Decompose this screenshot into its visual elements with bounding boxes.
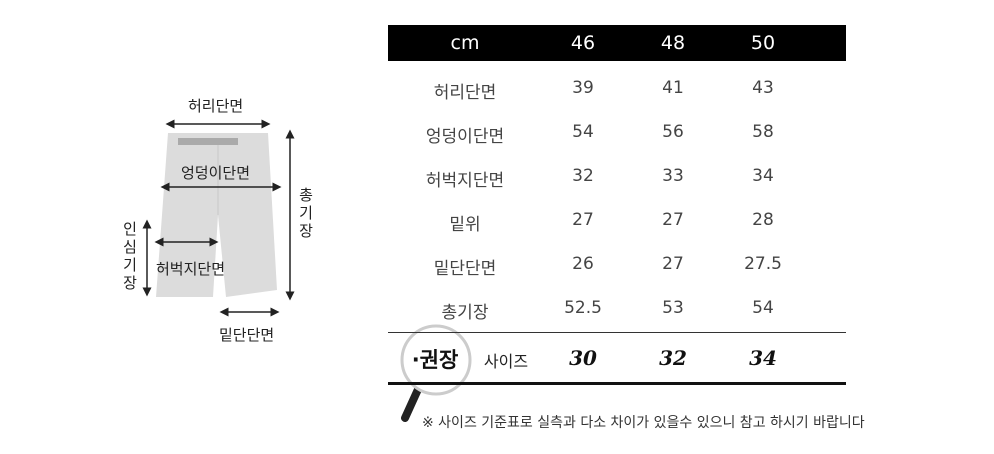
row-value: 56	[662, 122, 684, 142]
row-label: 허리단면	[433, 83, 497, 103]
header-size-48: 48	[660, 32, 686, 54]
row-value: 27	[662, 210, 684, 230]
row-label: 밑위	[449, 215, 481, 235]
inseam-label: 인심기장	[123, 220, 137, 292]
table-row: 총기장 52.5 53 54	[388, 298, 846, 328]
row-label: 엉덩이단면	[425, 127, 505, 147]
table-row: 허벅지단면 32 33 34	[388, 166, 846, 196]
table-row: 밑위 27 27 28	[388, 210, 846, 240]
table-row: 허리단면 39 41 43	[388, 78, 846, 108]
thigh-label: 허벅지단면	[156, 260, 226, 278]
header-size-46: 46	[570, 32, 596, 54]
table-bottom-rule	[388, 382, 846, 385]
recommended-label: 사이즈	[483, 352, 529, 371]
recommended-30: 30	[569, 346, 597, 370]
header-unit: cm	[450, 32, 480, 54]
recommended-badge: ·권장	[411, 348, 459, 372]
row-value: 27	[662, 254, 684, 274]
row-value: 39	[572, 78, 594, 98]
recommended-34: 34	[749, 346, 777, 370]
row-value: 43	[752, 78, 774, 98]
row-label: 총기장	[441, 303, 489, 323]
row-value: 34	[752, 166, 774, 186]
recommended-size-row: ·권장 사이즈 30 32 34	[388, 346, 846, 376]
shorts-shape	[156, 133, 277, 297]
row-value: 58	[752, 122, 774, 142]
table-row: 밑단단면 26 27 27.5	[388, 254, 846, 284]
row-label: 허벅지단면	[425, 171, 505, 191]
row-value: 54	[752, 298, 774, 318]
belt	[178, 138, 238, 145]
size-note: ※ 사이즈 기준표로 실측과 다소 차이가 있을수 있으니 참고 하시기 바랍니…	[422, 415, 865, 431]
hem-label: 밑단단면	[219, 326, 275, 344]
divider	[388, 332, 846, 333]
row-value: 27	[572, 210, 594, 230]
row-value: 52.5	[564, 298, 602, 318]
waist-label: 허리단면	[188, 97, 244, 115]
row-value: 32	[572, 166, 594, 186]
row-value: 28	[752, 210, 774, 230]
row-value: 27.5	[744, 254, 782, 274]
hip-label: 엉덩이단면	[181, 164, 251, 182]
table-row: 엉덩이단면 54 56 58	[388, 122, 846, 152]
size-table-header: cm 46 48 50	[388, 25, 846, 61]
header-size-50: 50	[750, 32, 776, 54]
row-value: 53	[662, 298, 684, 318]
row-value: 26	[572, 254, 594, 274]
magnifier-icon	[400, 324, 472, 422]
row-value: 33	[662, 166, 684, 186]
row-value: 41	[662, 78, 684, 98]
row-value: 54	[572, 122, 594, 142]
recommended-32: 32	[659, 346, 687, 370]
row-label: 밑단단면	[433, 259, 497, 279]
total-length-label: 총기장	[299, 186, 313, 240]
